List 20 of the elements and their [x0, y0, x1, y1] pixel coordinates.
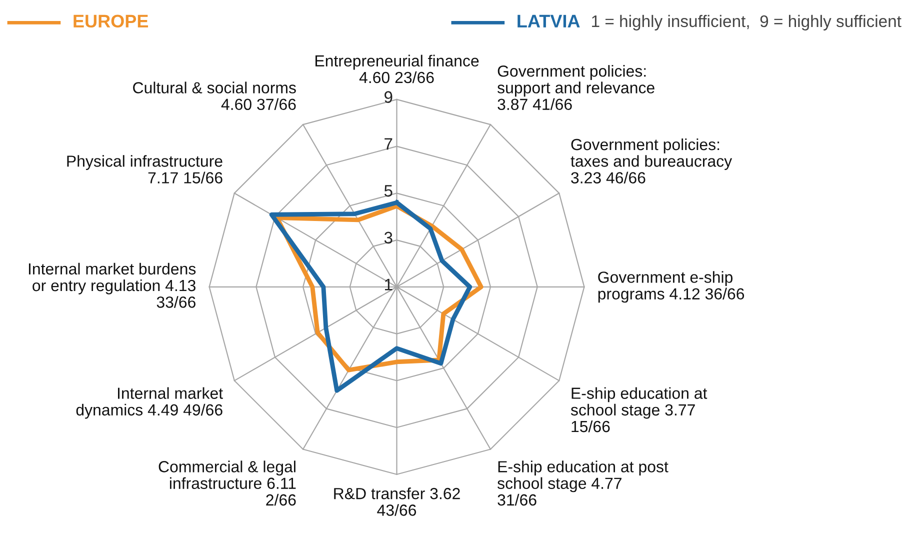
y-tick-label: 5 [384, 185, 392, 197]
spoke-label: Commercial & legal infrastructure 6.11 2/66 [158, 460, 296, 506]
spoke-label: E-ship education at school stage 3.77 15/66 [570, 387, 708, 432]
y-tick-label: 3 [384, 232, 392, 244]
legend-label: LATVIA [518, 14, 580, 28]
y-tick-label: 9 [384, 91, 392, 103]
spoke-label: Cultural & social norms 4.60 37/66 [133, 82, 296, 110]
spoke-label: Physical infrastructure 7.17 15/66 [67, 155, 222, 184]
spoke-label: Government e-ship programs 4.12 36/66 [598, 271, 744, 303]
text: 1 = highly insufficient, 9 = highly sufficient [592, 14, 902, 30]
y-tick-label: 7 [384, 138, 392, 150]
spoke-label: Government policies: taxes and bureaucracy 3.23 46/66 [570, 138, 732, 184]
spoke-label: R&D transfer 3.62 43/66 [334, 488, 460, 516]
spoke-label: E-ship education at post school stage 4.77 31/66 [498, 460, 668, 506]
spoke-label: Internal market burdens or entry regulation 4.13 33/66 [28, 262, 196, 308]
spoke-label: Entrepreneurial finance 4.60 23/66 [316, 54, 479, 84]
spoke-label: Government policies: support and relevance 3.87 41/66 [498, 65, 654, 110]
spoke-label: Internal market dynamics 4.49 49/66 [76, 387, 223, 419]
y-tick-label: 1 [385, 278, 392, 290]
legend-label: EUROPE [74, 14, 148, 28]
